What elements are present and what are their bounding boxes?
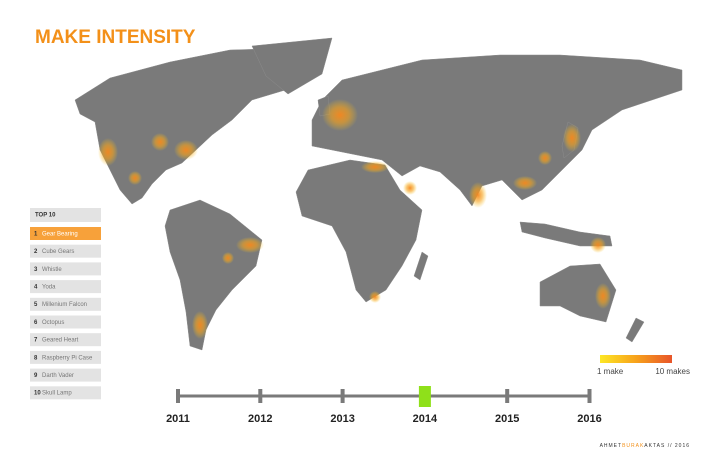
item-rank: 10 (34, 391, 41, 397)
item-name: Millenium Falcon (42, 302, 87, 308)
year-label[interactable]: 2015 (495, 413, 519, 425)
intensity-scale (600, 355, 672, 363)
list-item[interactable]: 4 Yoda (30, 280, 101, 294)
item-bg (30, 350, 101, 364)
eurasia (311, 54, 683, 207)
indonesia (519, 221, 613, 247)
year-marker[interactable] (258, 389, 263, 403)
hotspot (236, 237, 264, 253)
hotspot (222, 252, 234, 264)
hotspot (469, 182, 487, 208)
item-rank: 5 (34, 302, 38, 308)
australia (539, 263, 617, 323)
madagascar (413, 251, 429, 281)
item-rank: 8 (34, 355, 38, 361)
item-bg (30, 297, 101, 311)
hotspot (595, 283, 611, 309)
credit-last: AKTAS // 2016 (644, 443, 690, 449)
hotspot (98, 138, 118, 166)
item-name: Gear Bearing (42, 231, 78, 237)
africa (295, 159, 423, 303)
hotspot (403, 181, 417, 195)
legend-min: 1 make (597, 367, 624, 376)
hotspot (563, 124, 581, 152)
hotspot (192, 311, 208, 339)
list-item[interactable]: 3 Whistle (30, 262, 101, 276)
year-marker[interactable] (176, 389, 180, 403)
year-marker[interactable] (505, 389, 510, 403)
hotspot (538, 151, 552, 165)
hotspot (128, 171, 142, 185)
item-name: Octopus (42, 320, 64, 326)
hotspot (513, 176, 537, 190)
hotspots (98, 99, 611, 339)
list-item[interactable]: 10 Skull Lamp (30, 386, 101, 400)
new-zealand (625, 317, 645, 343)
list-title: TOP 10 (35, 213, 56, 219)
item-rank: 2 (34, 249, 38, 255)
item-name: Darth Vader (42, 373, 74, 379)
item-bg (30, 386, 101, 400)
credit-middle: BURAK (622, 443, 644, 449)
year-label[interactable]: 2011 (166, 413, 190, 425)
year-marker[interactable] (587, 389, 592, 403)
item-bg (30, 315, 101, 329)
south-america (164, 199, 263, 351)
list-item[interactable]: 7 Geared Heart (30, 333, 101, 347)
year-marker[interactable] (340, 389, 345, 403)
item-rank: 4 (34, 284, 38, 290)
item-rank: 9 (34, 373, 38, 379)
item-rank: 1 (34, 231, 38, 237)
greenland (251, 37, 333, 95)
item-rank: 7 (34, 338, 38, 344)
item-name: Cube Gears (42, 249, 74, 255)
hotspot (361, 161, 389, 173)
year-marker-selected[interactable] (418, 386, 431, 407)
list-item[interactable]: 8 Raspberry Pi Case (30, 350, 101, 364)
hotspot (322, 99, 358, 131)
credit: AHMETBURAKAKTAS // 2016 (600, 443, 690, 449)
item-bg (30, 227, 101, 240)
item-name: Yoda (42, 284, 56, 290)
list-item[interactable]: 1 Gear Bearing (30, 227, 101, 240)
hotspot (590, 237, 606, 253)
top10-list: TOP 10 1 Gear Bearing 2 Cube Gears 3 Whistle 4… (30, 208, 101, 400)
list-header (30, 208, 101, 222)
title: MAKE INTENSITY (35, 27, 196, 48)
item-rank: 6 (34, 320, 38, 326)
item-name: Whistle (42, 267, 62, 273)
item-bg (30, 368, 101, 382)
year-label[interactable]: 2016 (577, 413, 601, 425)
item-bg (30, 244, 101, 258)
item-bg (30, 280, 101, 294)
item-bg (30, 262, 101, 276)
list-item[interactable]: 5 Millenium Falcon (30, 297, 101, 311)
year-label[interactable]: 2014 (413, 413, 438, 425)
year-label[interactable]: 2012 (248, 413, 272, 425)
hotspot (174, 140, 198, 160)
legend-max: 10 makes (655, 367, 690, 376)
list-item[interactable]: 9 Darth Vader (30, 368, 101, 382)
item-rank: 3 (34, 267, 38, 273)
credit-first: AHMET (600, 443, 623, 449)
item-name: Raspberry Pi Case (42, 355, 93, 361)
item-name: Geared Heart (42, 338, 79, 344)
item-bg (30, 333, 101, 347)
year-label[interactable]: 2013 (330, 413, 354, 425)
timeline: 2011 2012 2013 2014 2015 2016 (166, 386, 602, 425)
world-map (74, 37, 683, 351)
hotspot (369, 291, 381, 303)
list-item[interactable]: 2 Cube Gears (30, 244, 101, 258)
list-item[interactable]: 6 Octopus (30, 315, 101, 329)
hotspot (151, 133, 169, 151)
item-name: Skull Lamp (42, 391, 72, 397)
